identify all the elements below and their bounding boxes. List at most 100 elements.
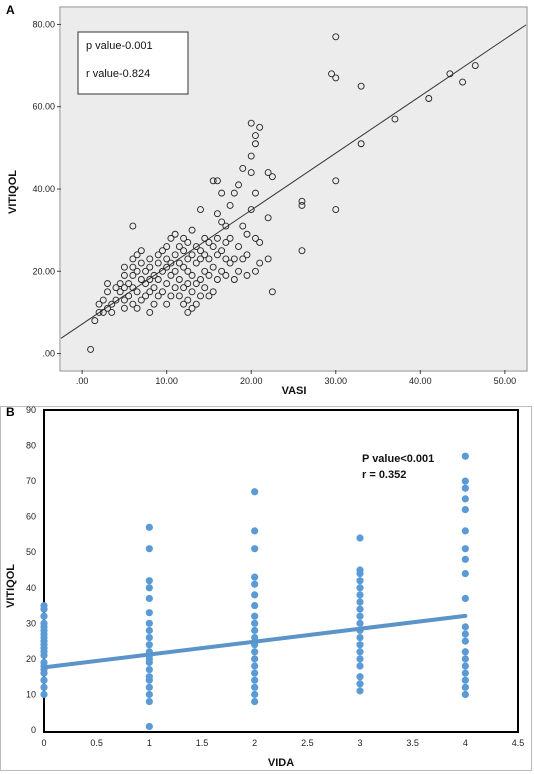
y-tick-label: 30 [26,618,36,628]
data-point [163,280,171,288]
y-ticks-a: .00 20.00 40.00 60.00 80.00 [32,19,61,359]
data-point [461,527,469,535]
data-point [356,655,364,663]
data-point [129,263,137,271]
y-axis-label-a: VITIQOL [7,170,19,214]
data-point [133,267,141,275]
y-tick-label: 60 [26,512,36,522]
data-point [243,251,251,259]
data-point [154,259,162,267]
x-axis-label-a: VASI [282,385,307,397]
points-a [87,33,479,353]
data-point [251,612,259,620]
data-point [446,70,454,78]
data-point [129,284,137,292]
data-point [129,300,137,308]
data-point [163,255,171,263]
data-point [120,271,128,279]
data-point [226,202,234,209]
data-point [154,276,162,283]
data-point [222,222,230,230]
data-point [192,243,200,251]
data-point [243,230,251,238]
data-point [213,177,221,185]
data-point [251,591,259,599]
data-point [180,234,188,242]
data-point [461,545,469,553]
data-point [180,284,188,292]
data-point [209,288,217,296]
data-point [461,662,469,670]
data-point [461,495,469,503]
y-tick-label: 0 [31,725,36,735]
data-point [356,584,364,592]
data-point [145,577,153,585]
data-point [188,304,196,312]
data-point [116,280,124,288]
data-point [461,505,469,514]
data-point [146,308,154,316]
data-point [104,304,111,312]
data-point [184,280,192,288]
data-point [99,296,107,304]
data-point [356,648,364,656]
data-point [145,594,153,603]
data-point [268,288,276,296]
data-point [95,300,103,308]
x-tick-label: 2 [252,738,257,748]
data-point [356,534,364,542]
data-point [222,255,230,263]
data-point [167,259,175,267]
data-point [356,612,364,620]
data-point [461,683,469,691]
chart-b: B 0 10 20 30 40 50 60 70 80 90 0 0.5 1 1.5 2 2.5 3 3.5 4 4… [0,405,532,771]
data-point [171,251,179,259]
data-point [226,259,234,267]
data-point [150,284,158,292]
x-tick-label: .00 [76,376,89,386]
data-point [120,284,128,292]
data-point [328,70,335,78]
chart-border-b [0,406,532,771]
data-point [252,234,259,242]
data-point [145,697,153,706]
data-point [40,658,48,667]
data-point [91,317,99,325]
data-point [461,637,469,645]
x-tick-label: 0.5 [90,738,103,748]
y-tick-label: .00 [42,349,55,359]
y-tick-label: 80.00 [32,19,55,29]
data-point [184,308,192,316]
data-point [137,276,145,283]
data-point [332,177,340,185]
data-point [201,284,209,292]
trend-line-b [42,613,468,670]
data-point [356,619,364,627]
data-point [356,598,364,606]
data-point [116,288,124,296]
data-point [251,662,259,670]
data-point [461,676,469,684]
data-point [163,243,171,251]
points-b [40,452,469,731]
data-point [247,206,255,214]
data-point [264,214,272,222]
data-point [239,255,247,263]
data-point [120,296,128,304]
data-point [247,119,255,127]
data-point [175,276,183,283]
data-point [356,566,364,574]
data-point [180,300,188,308]
data-point [357,82,365,90]
data-point [188,271,196,279]
data-point [461,690,469,699]
data-point [40,612,48,620]
data-point [171,284,179,292]
x-tick-label: 1 [147,738,152,748]
x-tick-label: 40.00 [409,376,432,386]
data-point [459,78,467,86]
x-ticks-b: 0 0.5 1 1.5 2 2.5 3 3.5 4 4.5 [41,738,524,748]
data-point [251,488,259,496]
data-point [461,452,469,460]
data-point [163,263,171,271]
